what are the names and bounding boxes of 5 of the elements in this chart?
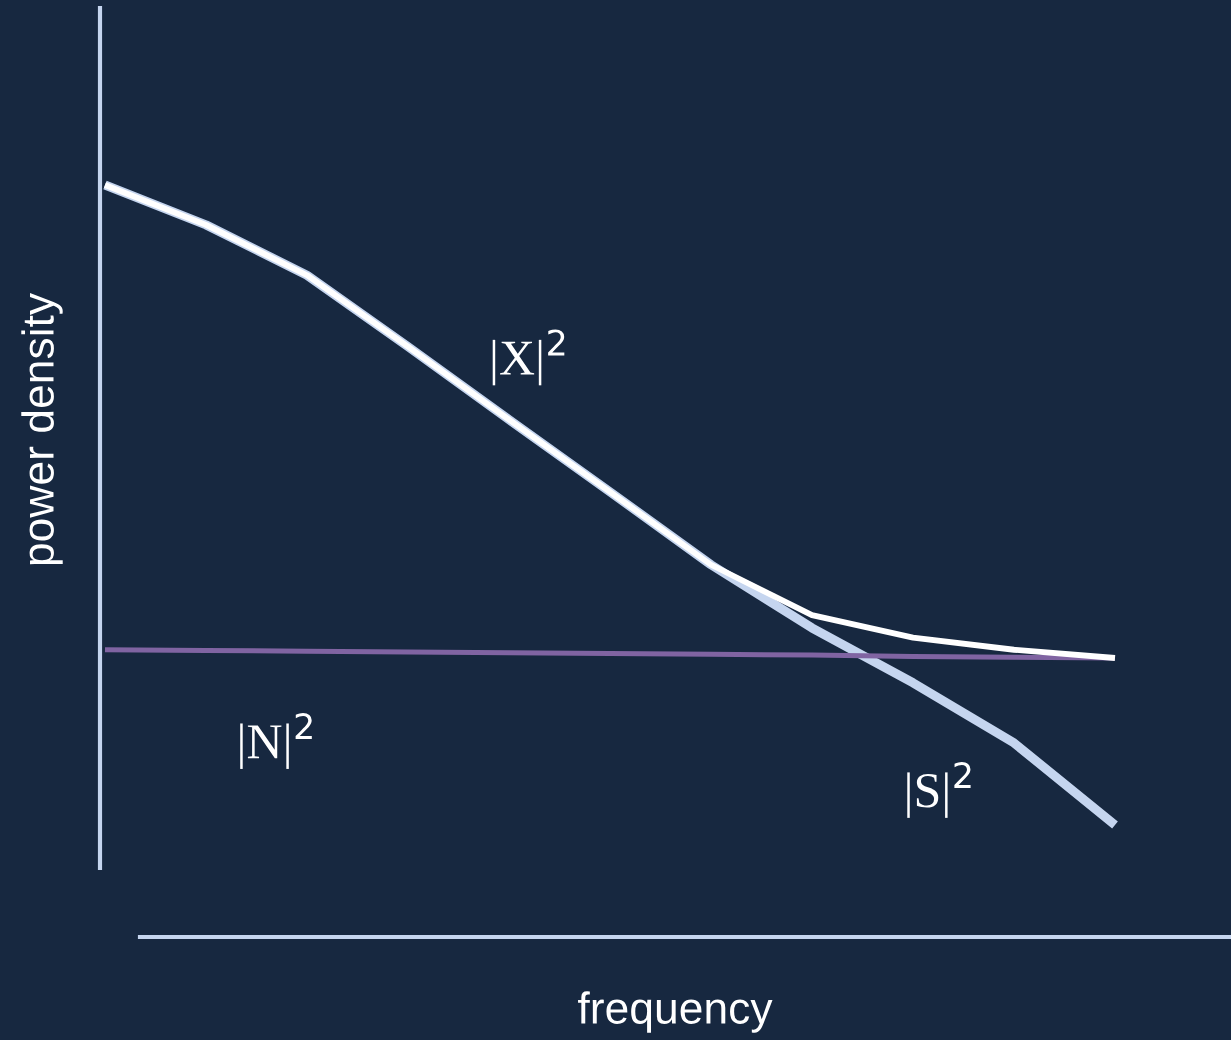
series-label: |N|$^{2}$ bbox=[240, 713, 312, 769]
series-label: |X|$^{2}$ bbox=[492, 329, 565, 386]
x-axis-title: frequency bbox=[578, 991, 773, 1033]
series-label: |S|$^{2}$ bbox=[907, 761, 971, 818]
y-axis-title: power density bbox=[21, 292, 63, 565]
